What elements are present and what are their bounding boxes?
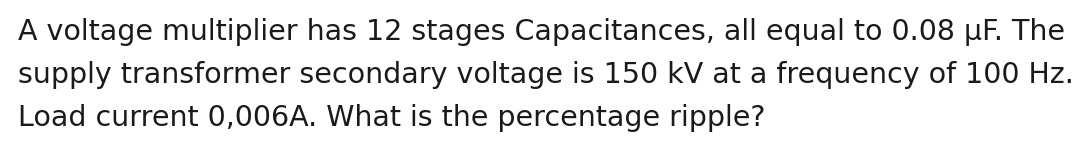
Text: supply transformer secondary voltage is 150 kV at a frequency of 100 Hz.: supply transformer secondary voltage is … <box>18 61 1074 89</box>
Text: A voltage multiplier has 12 stages Capacitances, all equal to 0.08 μF. The: A voltage multiplier has 12 stages Capac… <box>18 18 1065 46</box>
Text: Load current 0,006A. What is the percentage ripple?: Load current 0,006A. What is the percent… <box>18 104 765 132</box>
